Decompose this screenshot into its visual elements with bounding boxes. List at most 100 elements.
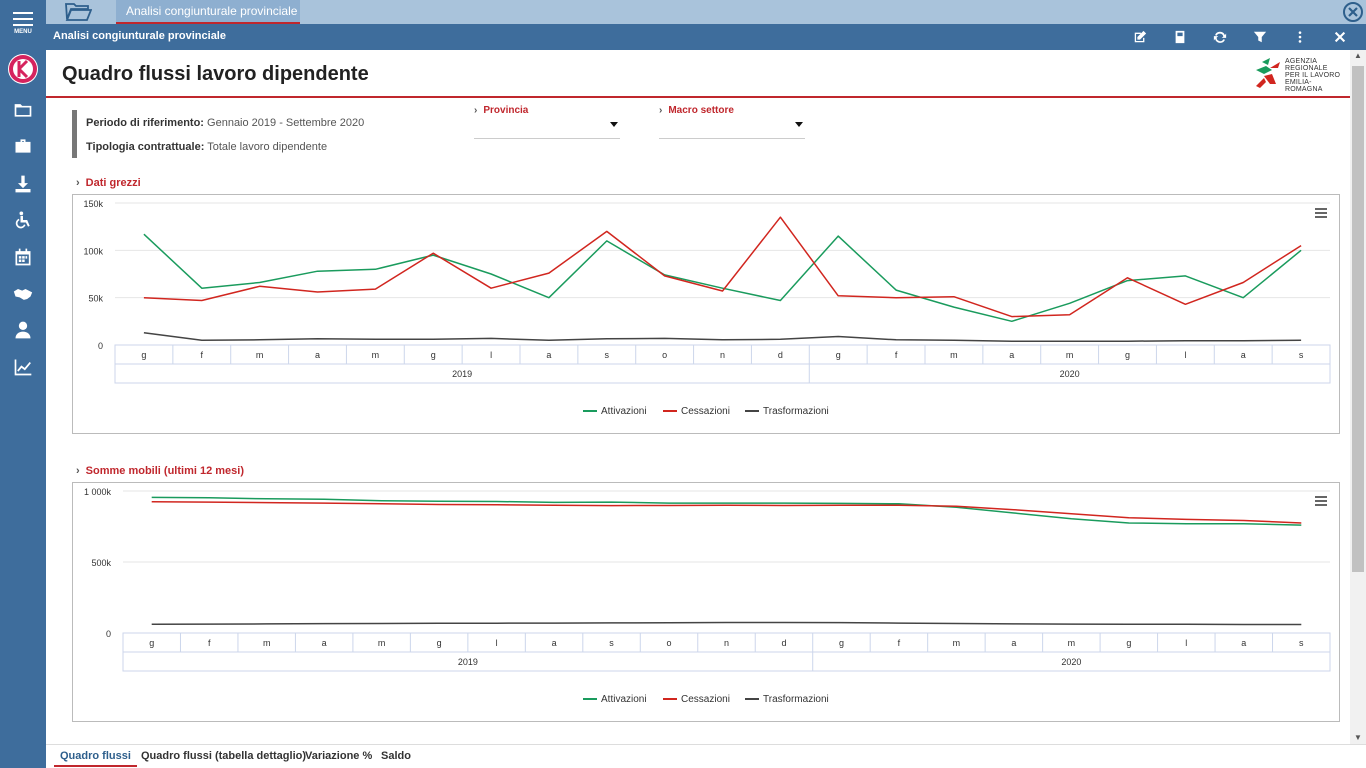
legend-label: Trasformazioni — [763, 406, 829, 417]
x-group-label: 2019 — [452, 369, 472, 379]
tab-quadro-flussi[interactable]: Quadro flussi — [54, 745, 137, 767]
menu-label: MENU — [14, 29, 32, 35]
close-icon[interactable] — [1330, 27, 1350, 47]
legend-item-trasformazioni[interactable]: Trasformazioni — [745, 694, 829, 705]
filter-icon[interactable] — [1250, 27, 1270, 47]
chevron-right-icon: › — [76, 465, 80, 477]
x-tick-label: m — [256, 350, 264, 360]
briefcase-icon[interactable] — [11, 134, 35, 158]
legend-item-attivazioni[interactable]: Attivazioni — [583, 694, 647, 705]
sidebar: MENU — [0, 0, 46, 768]
vertical-scrollbar[interactable]: ▲ ▼ — [1350, 50, 1366, 744]
section-somme-mobili[interactable]: › Somme mobili (ultimi 12 mesi) — [76, 465, 244, 477]
close-circle-icon[interactable] — [1342, 1, 1364, 23]
handshake-icon[interactable] — [11, 282, 35, 306]
open-folder-icon[interactable] — [64, 2, 93, 22]
provincia-select[interactable]: › Provincia — [474, 105, 620, 139]
x-tick-label: a — [322, 638, 327, 648]
x-tick-label: o — [667, 638, 672, 648]
periodo-value: Gennaio 2019 - Settembre 2020 — [207, 117, 365, 129]
agency-logo: AGENZIA REGIONALE PER IL LAVORO EMILIA-R… — [1252, 56, 1348, 93]
agency-logo-text: AGENZIA REGIONALE PER IL LAVORO EMILIA-R… — [1285, 58, 1341, 93]
x-tick-label: l — [490, 350, 492, 360]
chevron-right-icon: › — [76, 177, 80, 189]
x-group-label: 2019 — [458, 657, 478, 667]
x-tick-label: n — [724, 638, 729, 648]
legend-label: Cessazioni — [681, 694, 730, 705]
section-dati-grezzi[interactable]: › Dati grezzi — [76, 177, 141, 189]
chart-menu-icon[interactable] — [1315, 208, 1327, 218]
folder-icon[interactable] — [11, 98, 35, 122]
chart-somme-mobili: 0 500k 1 000k g f m a m g l a s o n d g f m a m g l a s 2019 2020… — [72, 482, 1340, 722]
wheelchair-icon[interactable] — [11, 208, 35, 232]
chart-dati-grezzi: 0 50k 100k 150k g f m a m g l a s o n d g f m a m g l a s 2019 202… — [72, 194, 1340, 434]
x-tick-label: g — [836, 350, 841, 360]
tab-variazione[interactable]: Variazione % — [305, 750, 373, 762]
x-tick-label: g — [149, 638, 154, 648]
scrollbar-thumb[interactable] — [1352, 66, 1364, 572]
x-tick-label: g — [437, 638, 442, 648]
legend-label: Cessazioni — [681, 406, 730, 417]
chart-dati-grezzi-svg: 0 50k 100k 150k g f m a m g l a s o n d g f m a m g l a s 2019 202… — [83, 199, 1331, 417]
y-tick-label: 0 — [106, 629, 111, 639]
periodo-line: Periodo di riferimento: Gennaio 2019 - S… — [86, 117, 364, 129]
scroll-down-icon[interactable]: ▼ — [1354, 733, 1362, 742]
x-tick-label: m — [372, 350, 380, 360]
tab-analisi-congiunturale[interactable]: Analisi congiunturale provinciale — [116, 0, 300, 24]
scroll-up-icon[interactable]: ▲ — [1354, 51, 1362, 60]
window-titlebar: Analisi congiunturale provinciale — [46, 24, 1366, 50]
x-tick-label: f — [201, 350, 204, 360]
y-tick-label: 500k — [91, 558, 111, 568]
app-logo[interactable] — [8, 54, 38, 84]
x-tick-label: a — [1241, 638, 1246, 648]
user-icon[interactable] — [11, 318, 35, 342]
series-line-trasformazioni — [151, 621, 1302, 626]
x-tick-label: a — [1009, 350, 1014, 360]
x-tick-label: d — [781, 638, 786, 648]
x-tick-label: m — [1068, 638, 1076, 648]
chart-line-icon[interactable] — [11, 355, 35, 379]
x-tick-label: s — [609, 638, 614, 648]
x-group-label: 2020 — [1060, 369, 1080, 379]
chart-menu-icon[interactable] — [1315, 496, 1327, 506]
x-tick-label: a — [552, 638, 557, 648]
chart-somme-mobili-svg: 0 500k 1 000k g f m a m g l a s o n d g f m a m g l a s 2019 2020… — [84, 487, 1331, 705]
x-tick-label: f — [898, 638, 901, 648]
edit-icon[interactable] — [1130, 27, 1150, 47]
x-tick-label: f — [895, 350, 898, 360]
info-accent-bar — [72, 110, 77, 158]
x-tick-label: n — [720, 350, 725, 360]
x-tick-label: s — [605, 350, 610, 360]
tab-saldo[interactable]: Saldo — [381, 750, 411, 762]
x-tick-label: d — [778, 350, 783, 360]
macro-settore-label: Macro settore — [668, 105, 734, 116]
section-dati-grezzi-label: Dati grezzi — [85, 177, 141, 189]
periodo-label: Periodo di riferimento: — [86, 117, 204, 129]
x-tick-label: a — [315, 350, 320, 360]
x-tick-label: s — [1299, 350, 1304, 360]
refresh-icon[interactable] — [1210, 27, 1230, 47]
download-icon[interactable] — [11, 172, 35, 196]
legend-item-trasformazioni[interactable]: Trasformazioni — [745, 406, 829, 417]
y-tick-label: 1 000k — [84, 487, 112, 497]
series-line-cessazioni — [143, 216, 1302, 318]
legend-item-cessazioni[interactable]: Cessazioni — [663, 406, 730, 417]
tab-quadro-flussi-tabella[interactable]: Quadro flussi (tabella dettaglio) — [141, 750, 307, 762]
caret-down-icon — [610, 122, 618, 127]
bottom-tab-bar: Quadro flussi Quadro flussi (tabella det… — [46, 744, 1366, 768]
tipologia-line: Tipologia contrattuale: Totale lavoro di… — [86, 141, 327, 153]
x-tick-label: g — [431, 350, 436, 360]
x-tick-label: g — [1126, 638, 1131, 648]
legend-item-cessazioni[interactable]: Cessazioni — [663, 694, 730, 705]
x-tick-label: m — [378, 638, 386, 648]
more-vertical-icon[interactable] — [1290, 27, 1310, 47]
menu-button[interactable]: MENU — [0, 10, 46, 40]
legend-item-attivazioni[interactable]: Attivazioni — [583, 406, 647, 417]
save-icon[interactable] — [1170, 27, 1190, 47]
x-tick-label: m — [950, 350, 958, 360]
x-tick-label: g — [1125, 350, 1130, 360]
macro-settore-select[interactable]: › Macro settore — [659, 105, 805, 139]
calendar-icon[interactable] — [11, 245, 35, 269]
series-line-attivazioni — [151, 496, 1302, 526]
x-group-label: 2020 — [1061, 657, 1081, 667]
